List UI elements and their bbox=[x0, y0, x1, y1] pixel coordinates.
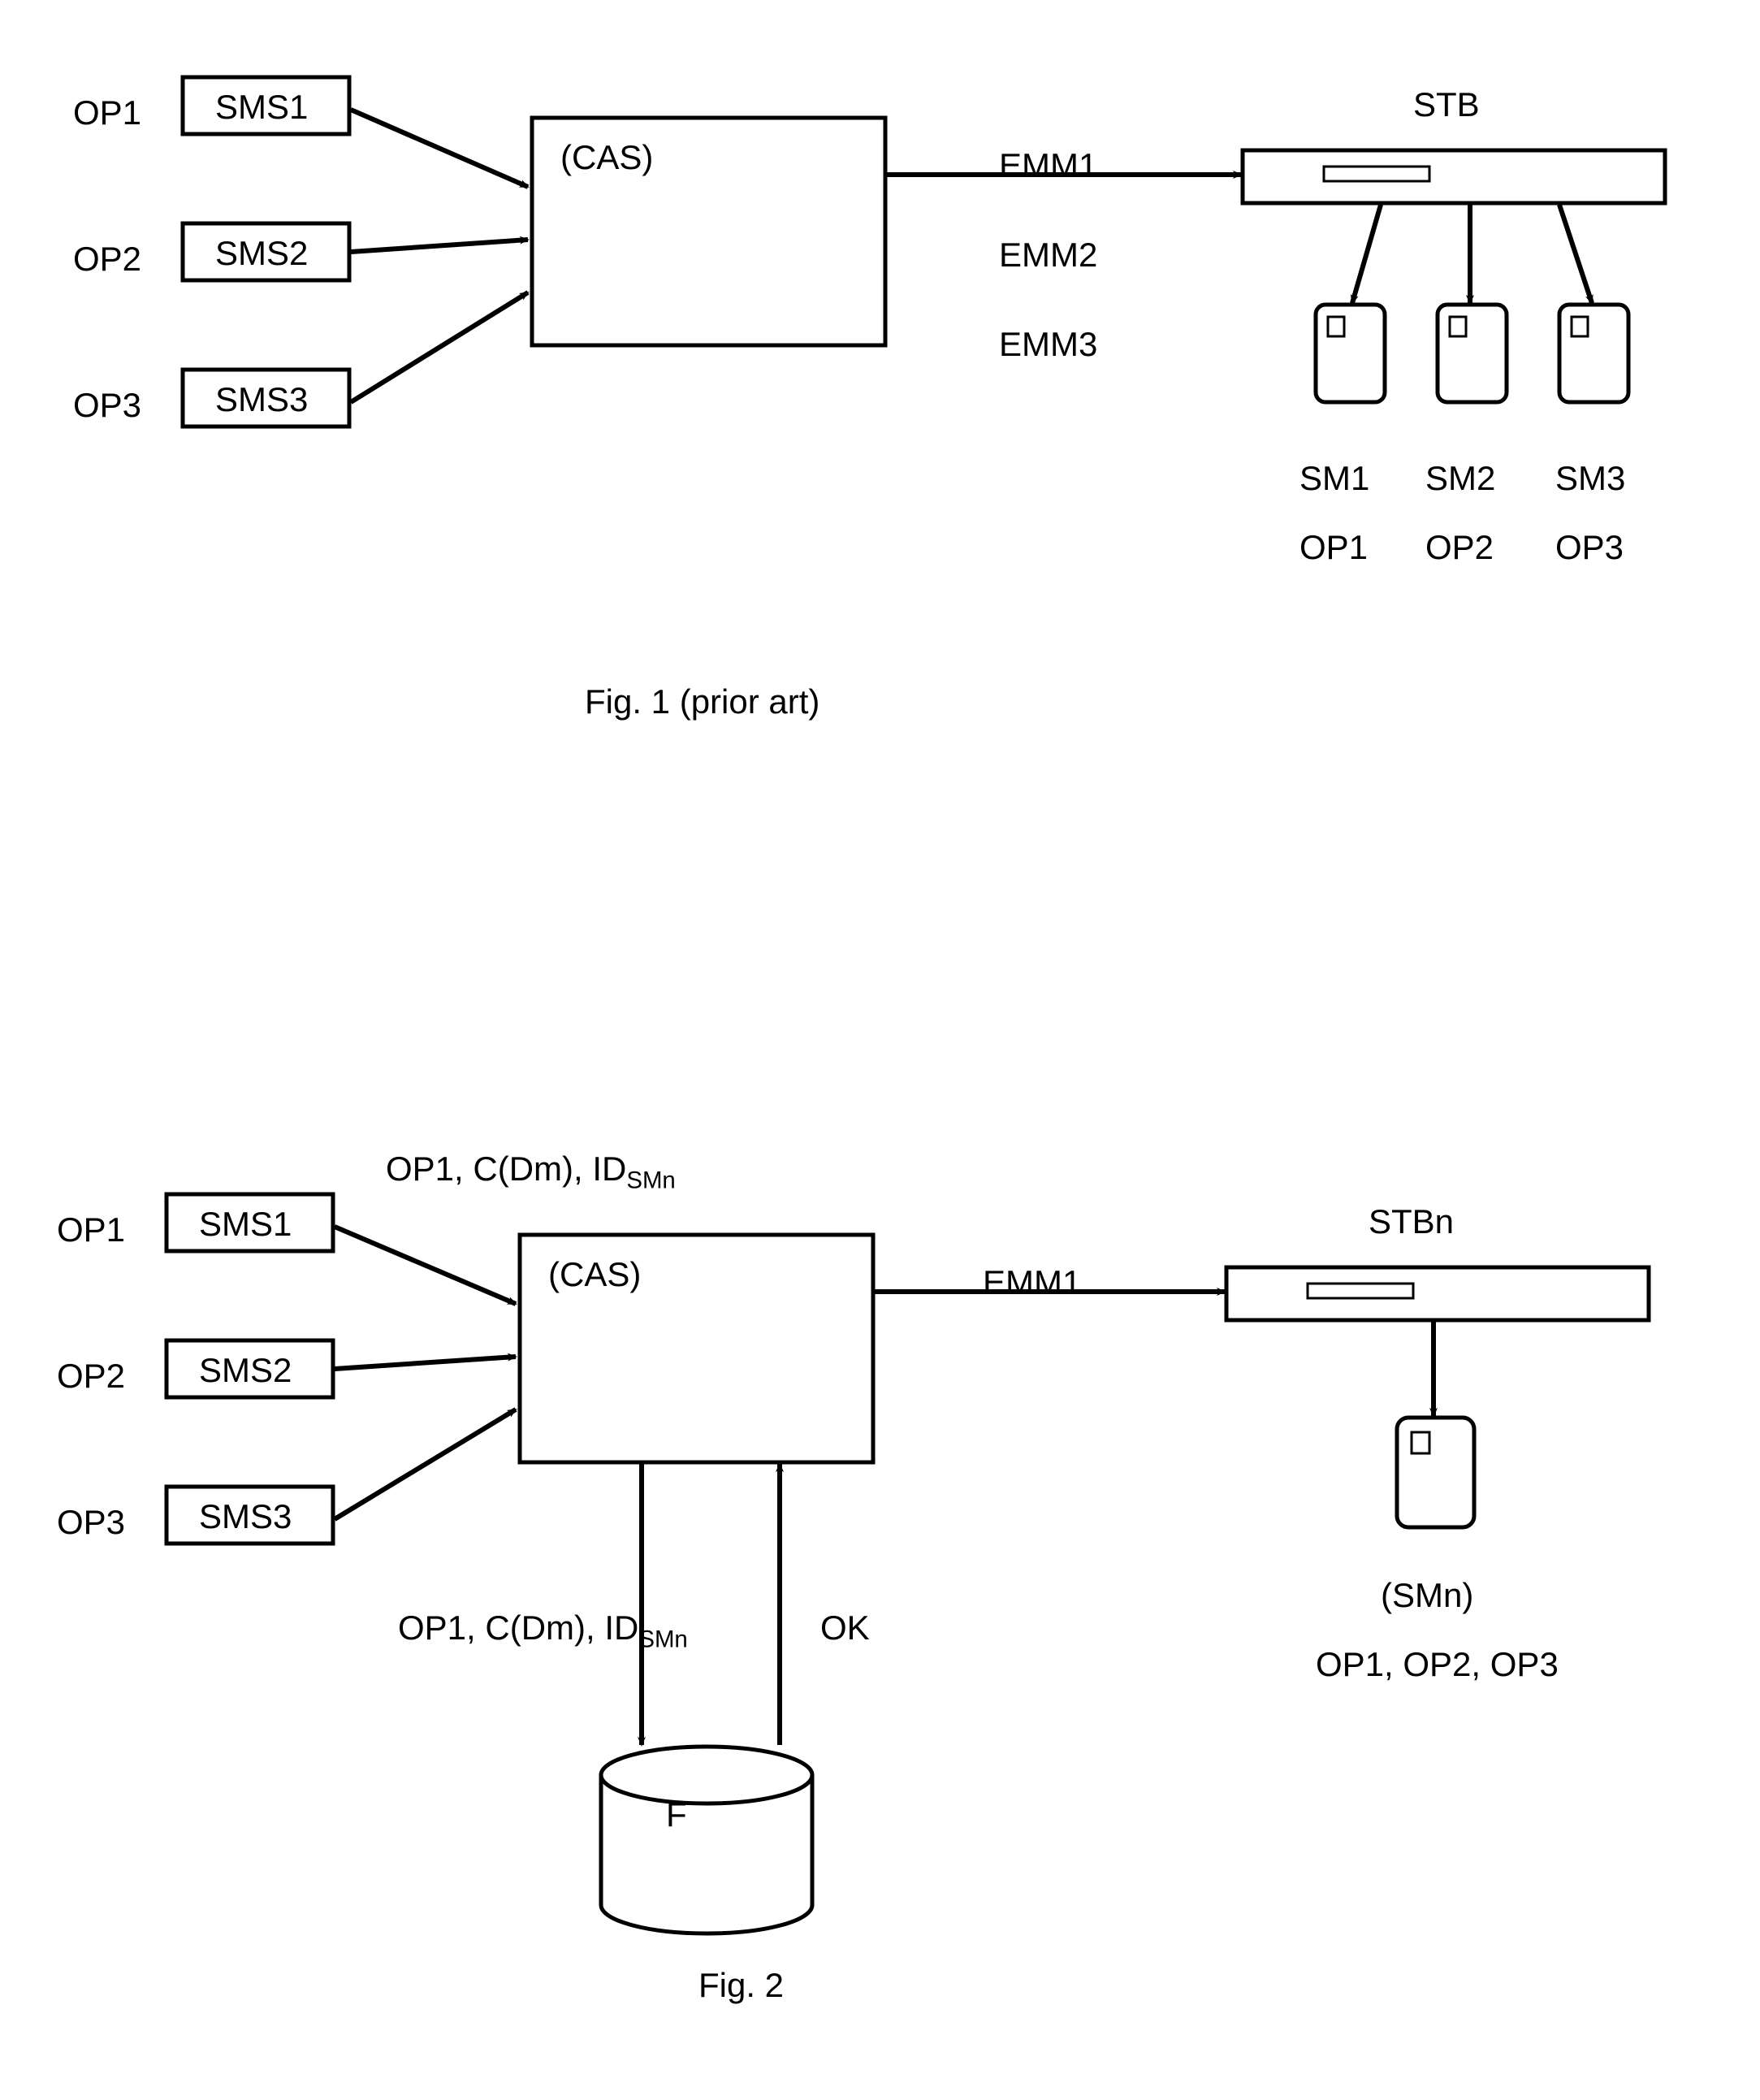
fig2-cas-label: (CAS) bbox=[548, 1255, 641, 1294]
fig1-op3-label: OP3 bbox=[73, 386, 141, 425]
fig2-op1-label: OP1 bbox=[57, 1210, 125, 1249]
fig2-sms1-text: SMS1 bbox=[199, 1205, 292, 1244]
fig2-ok-label: OK bbox=[820, 1609, 870, 1648]
fig1-emm2: EMM2 bbox=[999, 236, 1097, 275]
fig1-op1-label: OP1 bbox=[73, 93, 141, 132]
fig2-op3-label: OP3 bbox=[57, 1503, 125, 1542]
fig1-sms3-text: SMS3 bbox=[215, 380, 308, 419]
fig1-emm3: EMM3 bbox=[999, 325, 1097, 364]
fig2-smn-ops: OP1, OP2, OP3 bbox=[1316, 1645, 1559, 1684]
fig2-stb-label: STBn bbox=[1369, 1202, 1454, 1241]
fig2-sms2-text: SMS2 bbox=[199, 1351, 292, 1390]
fig2-emm1: EMM1 bbox=[983, 1263, 1081, 1302]
diagram-svg bbox=[0, 0, 1760, 2100]
fig1-sm-op2: OP2 bbox=[1425, 528, 1494, 567]
fig2-cylinder-label: F bbox=[666, 1795, 687, 1834]
fig2-top-annotation: OP1, C(Dm), IDSMn bbox=[386, 1150, 676, 1194]
fig1-sm-op3: OP3 bbox=[1555, 528, 1624, 567]
fig2-sms3-text: SMS3 bbox=[199, 1497, 292, 1536]
fig1-cas-label: (CAS) bbox=[560, 138, 653, 177]
fig1-stb-label: STB bbox=[1413, 85, 1480, 124]
fig2-bottom-left-annotation: OP1, C(Dm), IDSMn bbox=[398, 1609, 688, 1653]
fig1-sm1: SM1 bbox=[1299, 459, 1369, 498]
fig1-caption: Fig. 1 (prior art) bbox=[585, 682, 819, 721]
fig1-sm3: SM3 bbox=[1555, 459, 1625, 498]
fig2-caption: Fig. 2 bbox=[698, 1966, 784, 2005]
fig1-sms2-text: SMS2 bbox=[215, 234, 308, 273]
fig1-sm2: SM2 bbox=[1425, 459, 1495, 498]
fig2-smn: (SMn) bbox=[1381, 1576, 1473, 1615]
fig1-sms1-text: SMS1 bbox=[215, 88, 308, 127]
fig2-op2-label: OP2 bbox=[57, 1357, 125, 1396]
fig1-emm1: EMM1 bbox=[999, 146, 1097, 185]
fig1-sm-op1: OP1 bbox=[1299, 528, 1368, 567]
page: Fig. 1 (prior art) OP1 OP2 OP3 SMS1 SMS2… bbox=[0, 0, 1760, 2100]
fig1-op2-label: OP2 bbox=[73, 240, 141, 279]
